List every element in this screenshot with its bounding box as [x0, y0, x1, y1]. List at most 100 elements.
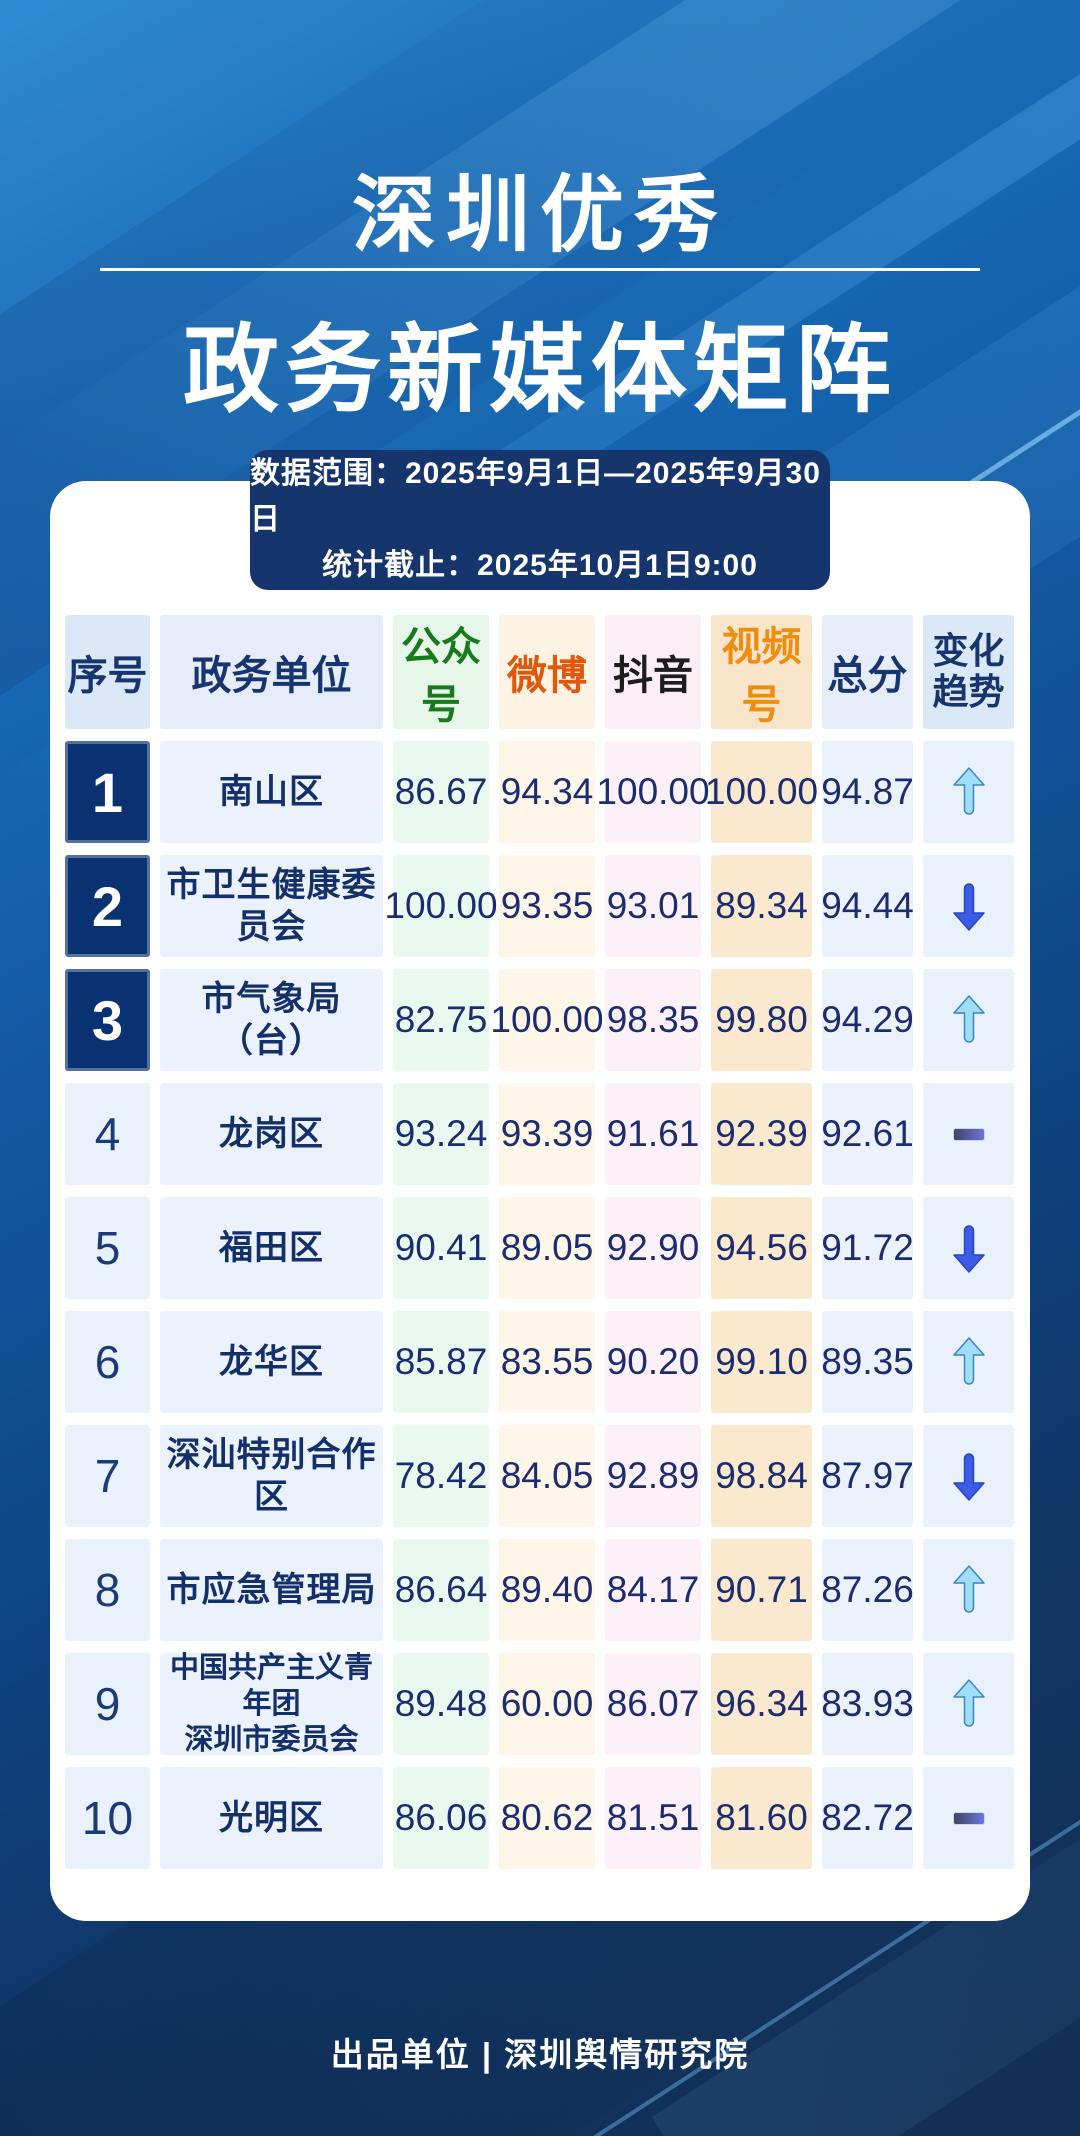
unit-name-cell: 龙岗区 [160, 1083, 383, 1185]
score-cell-total: 94.87 [821, 741, 914, 843]
trend-up-arrow-icon [952, 1679, 985, 1727]
score-cell-sph: 99.10 [711, 1311, 812, 1413]
table-row-rank-4: 4 龙岗区 93.24 93.39 91.61 92.39 92.61 [65, 1083, 1014, 1185]
trend-cell [923, 1197, 1014, 1299]
score-cell-gzh: 89.48 [393, 1653, 489, 1755]
score-cell-total: 94.44 [821, 855, 914, 957]
ranking-card: 序号 政务单位 公众号 微博 抖音 视频号 总分 变化趋势 1 南山区 86.67 94.34 100.… [50, 481, 1030, 1921]
score-cell-douyin: 90.20 [605, 1311, 701, 1413]
score-cell-total: 87.26 [821, 1539, 914, 1641]
table-row-rank-6: 6 龙华区 85.87 83.55 90.20 99.10 89.35 [65, 1311, 1014, 1413]
trend-cell [923, 1767, 1014, 1869]
score-cell-gzh: 86.06 [393, 1767, 489, 1869]
unit-name-cell: 深汕特别合作区 [160, 1425, 383, 1527]
table-row-rank-7: 7 深汕特别合作区 78.42 84.05 92.89 98.84 87.97 [65, 1425, 1014, 1527]
score-cell-total: 94.29 [821, 969, 914, 1071]
rank-cell: 6 [65, 1311, 150, 1413]
footer-credit: 出品单位 | 深圳舆情研究院 [330, 2036, 750, 2073]
score-cell-total: 92.61 [821, 1083, 914, 1185]
column-header-total: 总分 [822, 615, 913, 729]
score-cell-sph: 92.39 [711, 1083, 812, 1185]
score-cell-gzh: 85.87 [393, 1311, 489, 1413]
score-cell-sph: 96.34 [711, 1653, 812, 1755]
score-cell-douyin: 91.61 [605, 1083, 701, 1185]
unit-name-cell: 福田区 [160, 1197, 383, 1299]
trend-cell [923, 1083, 1014, 1185]
stats-cutoff-text: 统计截止：2025年10月1日9:00 [322, 549, 758, 582]
score-cell-weibo: 84.05 [499, 1425, 595, 1527]
score-cell-weibo: 80.62 [499, 1767, 595, 1869]
table-row-rank-1: 1 南山区 86.67 94.34 100.00 100.00 94.87 [65, 741, 1014, 843]
trend-down-arrow-icon [952, 1453, 985, 1501]
score-cell-sph: 98.84 [711, 1425, 812, 1527]
trend-cell [923, 1539, 1014, 1641]
score-cell-weibo: 94.34 [499, 741, 595, 843]
score-cell-douyin: 100.00 [596, 741, 710, 843]
rank-cell: 3 [65, 969, 150, 1071]
unit-name-cell: 市应急管理局 [160, 1539, 383, 1641]
trend-up-arrow-icon [952, 767, 985, 815]
page-title-line2: 政务新媒体矩阵 [183, 317, 897, 424]
score-cell-sph: 100.00 [705, 741, 818, 843]
rank-cell: 5 [65, 1197, 150, 1299]
trend-up-arrow-icon [952, 1337, 985, 1385]
table-row-rank-2: 2 市卫生健康委员会 100.00 93.35 93.01 89.34 94.44 [65, 855, 1014, 957]
column-header-gzh: 公众号 [393, 615, 489, 729]
score-cell-douyin: 92.90 [605, 1197, 701, 1299]
trend-cell [923, 1425, 1014, 1527]
trend-cell [923, 1653, 1014, 1755]
rank-cell: 8 [65, 1539, 150, 1641]
table-row-rank-3: 3 市气象局（台） 82.75 100.00 98.35 99.80 94.29 [65, 969, 1014, 1071]
rank-cell: 10 [65, 1767, 150, 1869]
trend-up-arrow-icon [952, 1565, 985, 1613]
score-cell-gzh: 82.75 [393, 969, 489, 1071]
trend-flat-icon [953, 1128, 984, 1140]
score-cell-sph: 94.56 [711, 1197, 812, 1299]
score-cell-total: 83.93 [821, 1653, 914, 1755]
score-cell-total: 87.97 [821, 1425, 914, 1527]
page-title-line1: 深圳优秀 [351, 168, 728, 262]
unit-name-cell: 市气象局（台） [160, 969, 383, 1071]
trend-cell [923, 1311, 1014, 1413]
column-header-rank: 序号 [65, 615, 150, 729]
unit-name-cell: 南山区 [160, 741, 383, 843]
score-cell-sph: 90.71 [711, 1539, 812, 1641]
score-cell-sph: 99.80 [711, 969, 812, 1071]
score-cell-douyin: 86.07 [605, 1653, 701, 1755]
score-cell-douyin: 92.89 [605, 1425, 701, 1527]
ranking-table: 序号 政务单位 公众号 微博 抖音 视频号 总分 变化趋势 1 南山区 86.67 94.34 100.… [65, 615, 1014, 1881]
score-cell-total: 91.72 [821, 1197, 914, 1299]
trend-cell [923, 969, 1014, 1071]
score-cell-douyin: 93.01 [605, 855, 701, 957]
column-header-sph: 视频号 [711, 615, 812, 729]
score-cell-gzh: 78.42 [393, 1425, 489, 1527]
table-header-row: 序号 政务单位 公众号 微博 抖音 视频号 总分 变化趋势 [65, 615, 1014, 729]
rank-cell: 4 [65, 1083, 150, 1185]
score-cell-weibo: 60.00 [499, 1653, 595, 1755]
score-cell-weibo: 93.35 [499, 855, 595, 957]
unit-name-cell: 中国共产主义青年团 深圳市委员会 [160, 1652, 383, 1756]
score-cell-weibo: 100.00 [490, 969, 604, 1071]
score-cell-gzh: 93.24 [393, 1083, 489, 1185]
trend-down-arrow-icon [952, 883, 985, 931]
trend-down-arrow-icon [952, 1225, 985, 1273]
score-cell-total: 89.35 [821, 1311, 914, 1413]
column-header-unit: 政务单位 [160, 615, 383, 729]
score-cell-sph: 89.34 [711, 855, 812, 957]
trend-up-arrow-icon [952, 995, 985, 1043]
trend-flat-icon [953, 1812, 984, 1824]
trend-cell [923, 741, 1014, 843]
score-cell-weibo: 89.05 [499, 1197, 595, 1299]
column-header-weibo: 微博 [499, 615, 595, 729]
table-row-rank-9: 9 中国共产主义青年团 深圳市委员会 89.48 60.00 86.07 96.34 83.9… [65, 1652, 1014, 1756]
score-cell-douyin: 98.35 [605, 969, 701, 1071]
score-cell-gzh: 90.41 [393, 1197, 489, 1299]
unit-name-cell: 市卫生健康委员会 [160, 855, 383, 957]
rank-cell: 9 [65, 1653, 150, 1755]
unit-name-cell: 龙华区 [160, 1311, 383, 1413]
score-cell-weibo: 93.39 [499, 1083, 595, 1185]
score-cell-gzh: 86.64 [393, 1539, 489, 1641]
score-cell-douyin: 81.51 [605, 1767, 701, 1869]
score-cell-douyin: 84.17 [605, 1539, 701, 1641]
